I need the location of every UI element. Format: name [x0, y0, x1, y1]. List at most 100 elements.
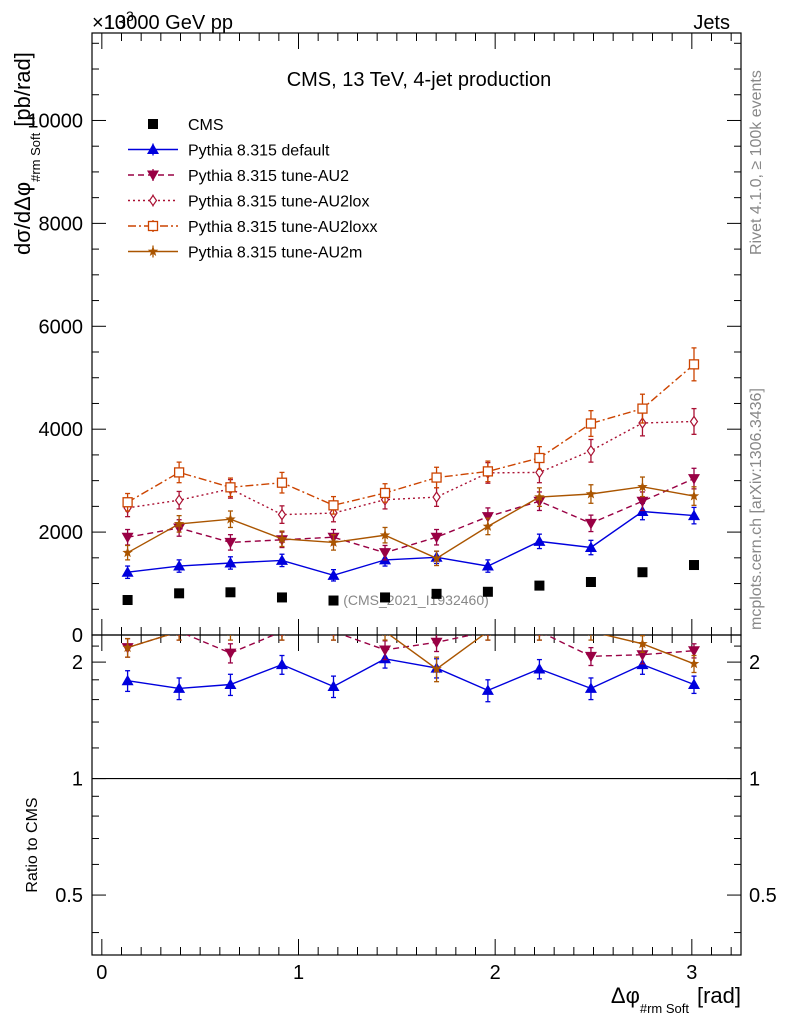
- ratio-tick-label: 1: [72, 769, 83, 791]
- data-point: [225, 587, 236, 598]
- legend-marker: [147, 246, 159, 256]
- data-point: [327, 569, 340, 580]
- legend-item-1: Pythia 8.315 default: [128, 143, 330, 160]
- main-series-layer: [121, 347, 700, 606]
- y-axis-label: dσ/dΔφ#rm Soft[pb/rad]: [10, 52, 43, 255]
- data-point: [277, 508, 287, 521]
- ratio-point: [584, 682, 597, 693]
- data-point: [481, 560, 494, 571]
- analysis-watermark: (CMS_2021_I1932460): [343, 592, 489, 608]
- ratio-y-axis-label: Ratio to CMS: [24, 797, 41, 892]
- data-point: [482, 466, 494, 477]
- series-1: [121, 502, 700, 582]
- ratio-point: [481, 684, 494, 695]
- data-point: [276, 592, 287, 603]
- category-label: Jets: [693, 12, 730, 34]
- ratio-tick-label: 2: [72, 652, 83, 674]
- data-point: [173, 560, 186, 571]
- legend-label: Pythia 8.315 tune-AU2lox: [188, 194, 369, 211]
- x-axis-label: Δφ#rm Soft[rad]: [611, 983, 741, 1016]
- legend: CMS Pythia 8.315 default Pythia 8.315 tune…: [128, 117, 377, 262]
- data-point: [379, 548, 392, 559]
- y-tick-label: 0: [72, 625, 83, 647]
- legend-item-4: Pythia 8.315 tune-AU2loxx: [128, 219, 377, 236]
- data-point: [276, 533, 288, 544]
- ratio-plot-frame: [91, 634, 742, 956]
- series-line: [127, 363, 695, 507]
- legend-label: Pythia 8.315 tune-AU2: [188, 168, 349, 185]
- data-point: [688, 490, 700, 501]
- data-point: [689, 415, 699, 428]
- legend-label: Pythia 8.315 default: [188, 143, 330, 160]
- legend-marker: [147, 143, 159, 154]
- legend-item-5: Pythia 8.315 tune-AU2m: [128, 245, 362, 262]
- ratio-series-2: [121, 635, 700, 667]
- ratio-point: [330, 635, 337, 636]
- data-point: [430, 532, 443, 544]
- ratio-point: [584, 651, 597, 663]
- series-line: [127, 510, 695, 577]
- scale-prefix: ×103: [92, 8, 134, 34]
- x-tick-label: 1: [293, 962, 304, 984]
- ratio-point: [227, 635, 234, 636]
- x-tick-label: 2: [490, 962, 501, 984]
- process-label: 13000 GeV pp: [104, 12, 233, 34]
- data-point: [379, 529, 391, 540]
- ratio-point: [224, 648, 237, 660]
- data-point: [584, 518, 597, 530]
- y-tick-label: 6000: [39, 316, 84, 338]
- data-point: [174, 588, 185, 599]
- chart-title: CMS, 13 TeV, 4-jet production: [287, 69, 552, 91]
- data-point: [481, 512, 494, 523]
- series-3: [123, 407, 699, 524]
- mcplots-label: mcplots.cern.ch [arXiv:1306.3436]: [748, 388, 765, 630]
- ratio-point: [688, 658, 700, 669]
- data-point: [432, 491, 441, 504]
- ratio-point: [275, 658, 288, 670]
- ratio-tick-label-right: 1: [749, 769, 760, 791]
- data-point: [431, 552, 442, 563]
- ratio-series-1: [121, 649, 700, 703]
- legend-label: CMS: [188, 117, 224, 134]
- ratio-point: [636, 650, 649, 661]
- legend-item-2: Pythia 8.315 tune-AU2: [128, 168, 349, 185]
- series-line: [127, 477, 695, 554]
- data-point: [328, 500, 339, 511]
- data-point: [431, 472, 442, 483]
- legend-item-3: Pythia 8.315 tune-AU2lox: [128, 194, 369, 211]
- legend-marker: [148, 119, 158, 129]
- data-point: [585, 418, 597, 429]
- ratio-series-5: [122, 635, 700, 683]
- ratio-point: [637, 638, 648, 649]
- data-point: [431, 588, 442, 599]
- data-point: [224, 556, 237, 568]
- ratio-tick-label: 0.5: [55, 885, 83, 907]
- data-point: [122, 595, 133, 606]
- series-line: [127, 420, 695, 516]
- data-point: [121, 532, 134, 544]
- ratio-point: [431, 663, 442, 674]
- y-tick-label: 2000: [39, 522, 84, 544]
- ratio-point: [687, 678, 700, 690]
- ratio-tick-label-right: 0.5: [749, 885, 777, 907]
- data-point: [637, 481, 648, 492]
- ratio-point: [430, 637, 443, 649]
- axis-ticks: 0 2000 4000 6000 8000 10000 0 1 2 3 0.5 0.5 1 1 2 2: [27, 33, 777, 984]
- ratio-point: [278, 635, 286, 636]
- legend-item-0: CMS: [148, 117, 224, 134]
- series-0: [122, 560, 699, 606]
- data-point: [122, 497, 133, 508]
- data-point: [173, 467, 185, 478]
- y-tick-label: 4000: [39, 419, 84, 441]
- ratio-point: [687, 646, 700, 657]
- ratio-series-layer: [121, 635, 700, 703]
- ratio-point: [173, 682, 186, 693]
- ratio-point: [224, 678, 237, 690]
- data-point: [586, 444, 596, 457]
- data-point: [482, 586, 493, 597]
- data-point: [687, 509, 700, 521]
- data-point: [534, 452, 545, 464]
- data-point: [534, 491, 545, 502]
- x-tick-label: 3: [686, 962, 697, 984]
- data-point: [637, 567, 648, 578]
